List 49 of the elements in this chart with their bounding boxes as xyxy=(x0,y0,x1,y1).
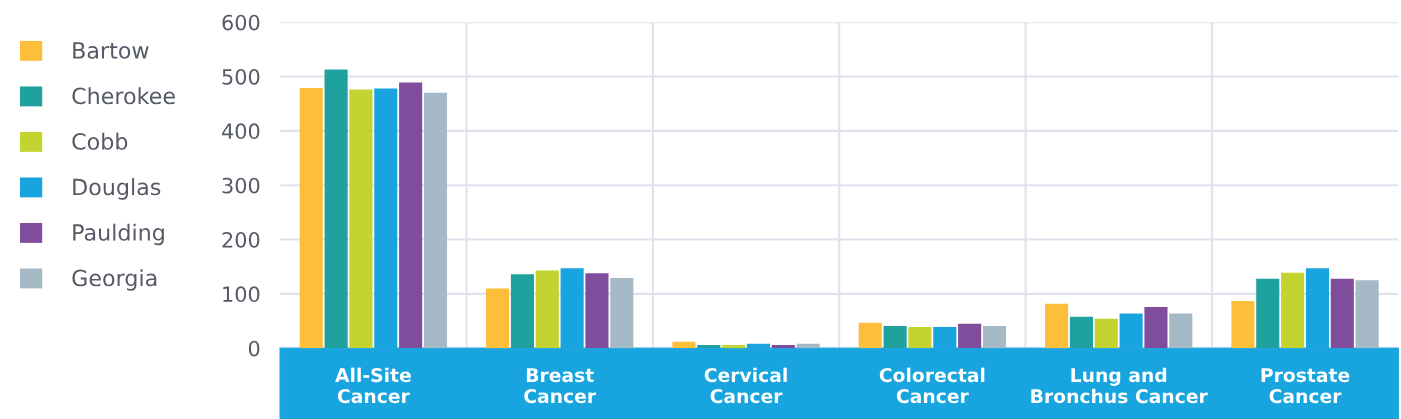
x-tick-label: Breast Cancer xyxy=(524,368,597,404)
y-tick-label: 600 xyxy=(222,14,260,31)
x-tick-label: Cervical Cancer xyxy=(704,367,787,404)
x-tick-label: Colorectal Cancer xyxy=(879,367,985,404)
bar xyxy=(486,288,510,349)
bar xyxy=(697,344,721,349)
bar xyxy=(1355,280,1379,349)
x-tick-label: Lung and Bronchus Cancer xyxy=(1031,367,1208,404)
bar xyxy=(1231,300,1255,349)
y-tick-label: 100 xyxy=(223,286,260,303)
y-tick-label: 500 xyxy=(222,68,260,85)
bar xyxy=(399,82,423,349)
bar xyxy=(771,344,795,349)
bar xyxy=(423,92,448,349)
bar xyxy=(610,278,634,349)
bar xyxy=(858,322,882,349)
bar xyxy=(982,325,1007,349)
bar xyxy=(299,87,323,349)
bar xyxy=(324,69,348,349)
bar xyxy=(1256,278,1280,349)
legend-label: Cherokee xyxy=(72,87,175,105)
y-tick-label: 0 xyxy=(248,340,260,357)
bar xyxy=(796,343,820,349)
bar xyxy=(722,344,746,349)
legend-label: Bartow xyxy=(73,42,149,59)
bar xyxy=(1045,303,1069,349)
bar xyxy=(1144,306,1168,349)
legend-label: Cobb xyxy=(72,132,128,150)
bar xyxy=(1069,316,1093,349)
y-tick-label: 200 xyxy=(222,231,260,248)
y-tick-label: 400 xyxy=(222,123,260,140)
bar xyxy=(958,323,982,349)
bar xyxy=(672,341,696,349)
legend-label: Paulding xyxy=(73,223,164,246)
bar xyxy=(883,325,907,349)
bar xyxy=(510,274,534,349)
bar xyxy=(1169,313,1193,349)
bar xyxy=(1330,278,1354,349)
bar xyxy=(1094,318,1118,349)
bar xyxy=(535,270,559,349)
bar xyxy=(585,273,609,349)
bar xyxy=(349,89,373,349)
bar xyxy=(1281,272,1305,349)
legend-label: Douglas xyxy=(73,178,161,200)
bar xyxy=(908,327,932,349)
x-tick-label: Prostate Cancer xyxy=(1261,368,1350,404)
legend-label: Georgia xyxy=(72,269,157,291)
x-tick-label: All-Site Cancer xyxy=(335,367,411,404)
y-tick-label: 300 xyxy=(222,177,260,194)
